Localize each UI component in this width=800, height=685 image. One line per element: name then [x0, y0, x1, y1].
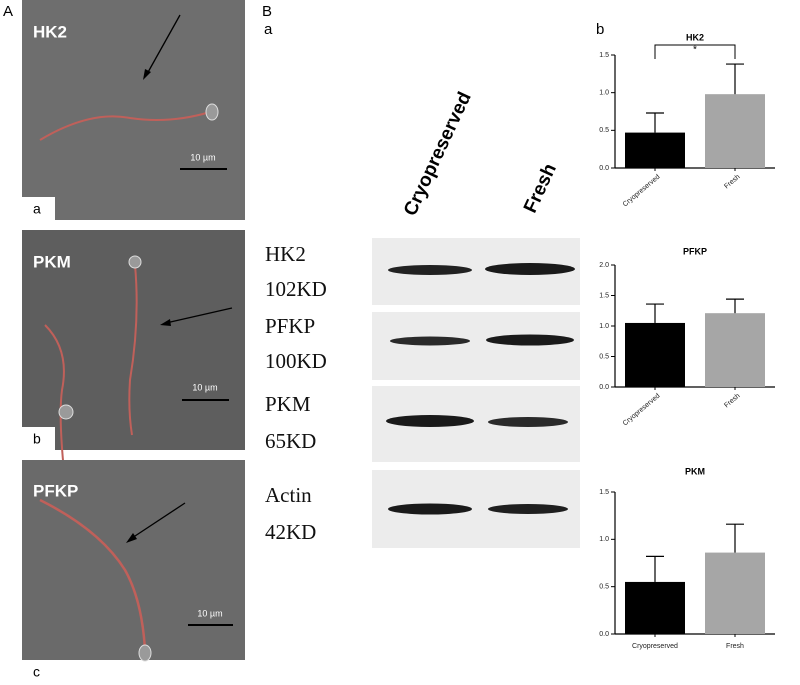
- bar: [625, 132, 685, 168]
- y-tick-label: 0.5: [599, 353, 609, 360]
- y-tick-label: 0.5: [599, 127, 609, 134]
- panel-sublabel: a: [264, 21, 273, 38]
- y-tick-label: 1.0: [599, 323, 609, 330]
- y-tick-label: 0.0: [599, 165, 609, 172]
- panel-label: B: [262, 3, 272, 20]
- image-label: a: [33, 201, 41, 217]
- scale-label: 10 µm: [192, 382, 217, 392]
- image-label: b: [33, 431, 41, 447]
- significance-bracket: [654, 44, 736, 59]
- blot-row: HK2 102KD: [265, 238, 580, 305]
- scale-label: 10 µm: [190, 152, 215, 162]
- bar: [625, 322, 685, 387]
- x-tick-label: Cryopreserved: [622, 393, 662, 428]
- chart-title: PFKP: [683, 246, 707, 256]
- blot-size: 102KD: [265, 277, 327, 301]
- y-tick-label: 1.5: [599, 52, 609, 59]
- chart-title: PKM: [685, 466, 705, 476]
- y-tick-label: 1.5: [599, 489, 609, 496]
- significance-label: *: [693, 45, 697, 56]
- micrograph: 10 µm PFKP c: [22, 460, 245, 685]
- x-tick-label: Fresh: [723, 393, 741, 410]
- y-tick-label: 0.0: [599, 631, 609, 638]
- bar: [705, 313, 765, 387]
- panel-sublabel: b: [596, 21, 604, 38]
- blot-column: Cryopreserved: [400, 89, 476, 219]
- y-tick-label: 0.0: [599, 384, 609, 391]
- panel-label: A: [3, 3, 13, 20]
- micrograph: 10 µm HK2 a: [22, 0, 245, 220]
- blot-row: Actin 42KD: [265, 470, 580, 548]
- bar: [625, 581, 685, 634]
- x-tick-label: Fresh: [723, 174, 741, 191]
- y-tick-label: 1.0: [599, 90, 609, 97]
- image-label: c: [33, 664, 40, 680]
- y-tick-label: 1.0: [599, 536, 609, 543]
- blot-protein: PKM: [265, 392, 311, 416]
- image-title: HK2: [33, 22, 67, 41]
- chart-title: HK2: [686, 32, 704, 42]
- blot-protein: HK2: [265, 242, 306, 266]
- blot-size: 100KD: [265, 349, 327, 373]
- blot-row: PKM 65KD: [265, 386, 580, 462]
- x-tick-label: Cryopreserved: [632, 643, 678, 650]
- bar: [705, 94, 765, 168]
- image-title: PKM: [33, 252, 71, 271]
- y-tick-label: 1.5: [599, 292, 609, 299]
- blot-column: Fresh: [520, 160, 561, 216]
- scale-label: 10 µm: [197, 608, 222, 618]
- image-title: PFKP: [33, 481, 78, 500]
- blot-protein: PFKP: [265, 314, 315, 338]
- micrograph: 10 µm PKM b: [22, 230, 245, 491]
- blot-row: PFKP 100KD: [265, 312, 580, 380]
- blot-size: 65KD: [265, 429, 316, 453]
- blot-size: 42KD: [265, 520, 316, 544]
- x-tick-label: Fresh: [726, 643, 744, 650]
- blot-protein: Actin: [265, 483, 312, 507]
- y-tick-label: 0.5: [599, 584, 609, 591]
- bar: [705, 552, 765, 634]
- y-tick-label: 2.0: [599, 262, 609, 269]
- x-tick-label: Cryopreserved: [622, 174, 662, 209]
